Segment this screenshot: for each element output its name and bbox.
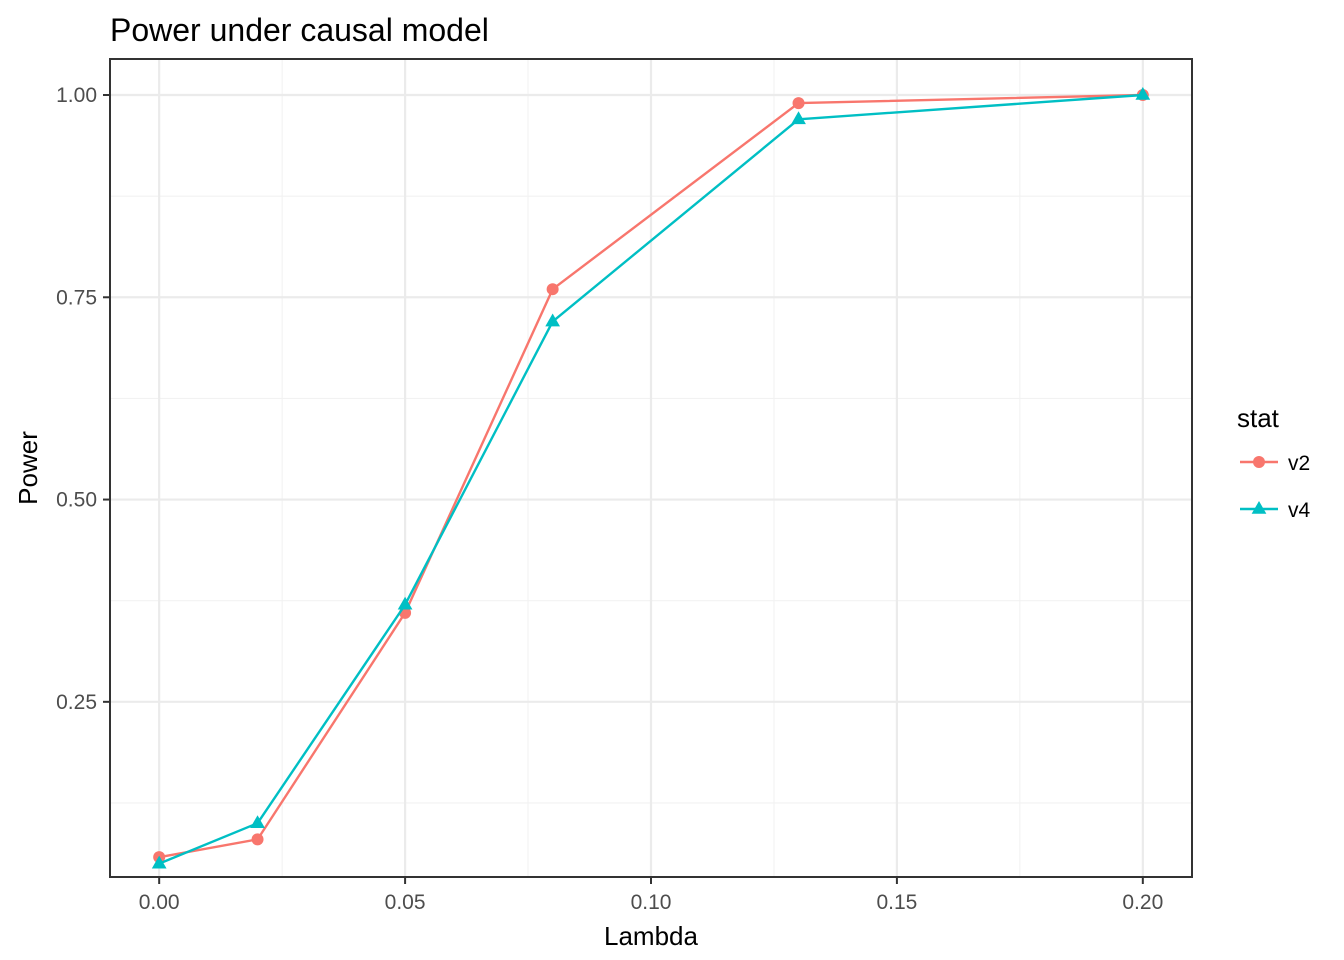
y-tick-label: 1.00: [56, 84, 97, 107]
x-tick-label: 0.05: [385, 891, 426, 914]
legend: stat v2 v4: [1237, 403, 1311, 522]
data-point-v2: [251, 833, 264, 846]
data-point-v4: [791, 111, 806, 125]
y-tick-label: 0.50: [56, 489, 97, 512]
data-point-v2: [792, 97, 805, 110]
legend-label: v2: [1288, 452, 1310, 475]
x-tick-label: 0.15: [876, 891, 917, 914]
series-v4: [151, 87, 1151, 869]
series-line-v4: [158, 93, 1143, 865]
data-point-v2: [546, 283, 559, 296]
major-grid: [110, 59, 1192, 877]
plot-panel: [109, 58, 1193, 878]
x-tick-label: 0.20: [1122, 891, 1163, 914]
data-point-v4: [250, 815, 265, 828]
data-point-v4: [545, 313, 560, 327]
x-axis: 0.00 0.05 0.10 0.15 0.20: [139, 877, 1163, 914]
data-point-v4: [1135, 87, 1151, 100]
x-tick-label: 0.00: [139, 891, 180, 914]
legend-label: v4: [1288, 499, 1311, 522]
legend-item-v2: v2: [1240, 452, 1310, 475]
series-layer: [151, 87, 1151, 869]
chart-title: Power under causal model: [110, 12, 489, 48]
legend-items: v2 v4: [1240, 452, 1311, 522]
x-tick-label: 0.10: [631, 891, 672, 914]
y-axis: 0.25 0.50 0.75 1.00: [56, 84, 110, 714]
legend-key-marker: [1251, 501, 1267, 514]
series-line-v2: [158, 93, 1143, 859]
data-point-v4: [397, 596, 413, 610]
legend-key-marker: [1253, 456, 1265, 468]
data-point-v4: [151, 855, 167, 869]
legend-title: stat: [1237, 403, 1280, 433]
legend-item-v4: v4: [1240, 499, 1311, 522]
y-axis-title: Power: [13, 431, 43, 505]
y-tick-label: 0.75: [56, 286, 97, 309]
x-axis-title: Lambda: [604, 921, 698, 951]
y-tick-label: 0.25: [56, 691, 97, 714]
